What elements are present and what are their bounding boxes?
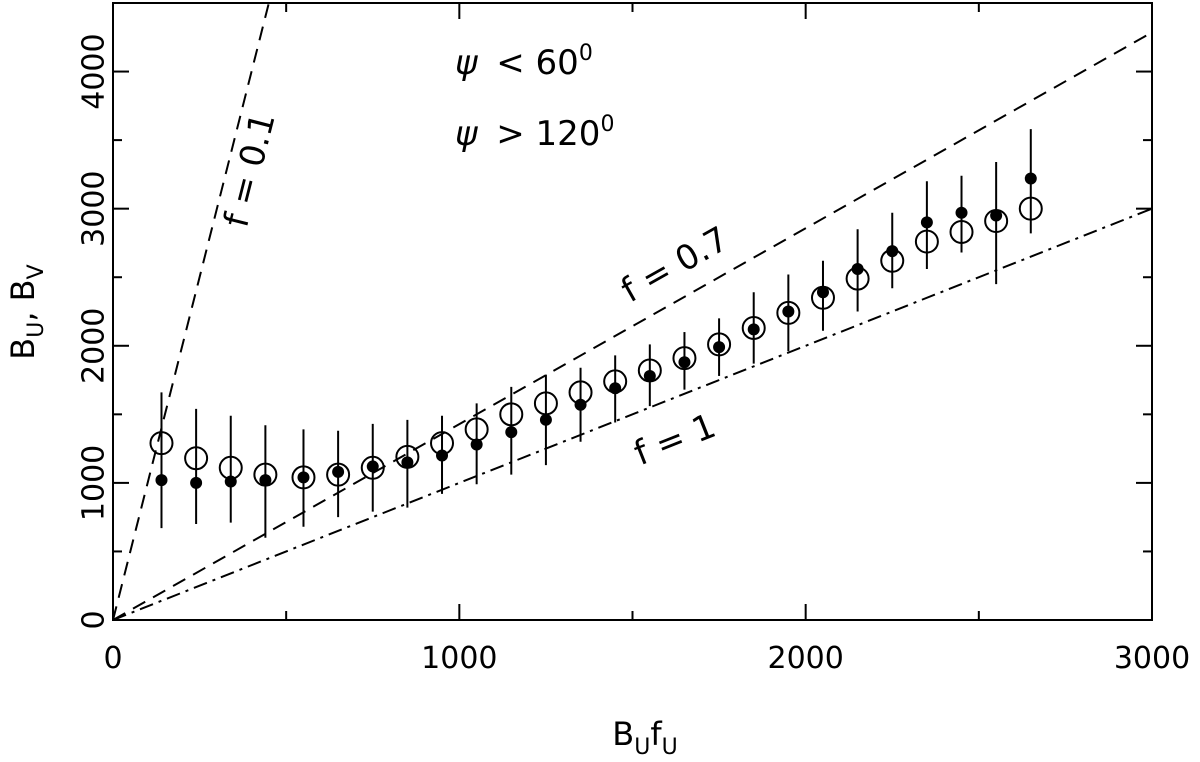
reference-line-label: f = 1 [629, 406, 722, 474]
x-axis-title-sub1: U [634, 735, 650, 760]
filled-circle-point [713, 341, 726, 354]
annotation-psi-gt: ψ > 1200 [455, 112, 614, 154]
filled-circle-point [920, 216, 933, 229]
x-tick-label: 1000 [421, 641, 497, 676]
filled-circle-point [297, 471, 310, 484]
y-tick-label: 4000 [77, 33, 112, 109]
open-circle-point [360, 455, 385, 480]
filled-circle-point [609, 382, 622, 395]
filled-circle-point [155, 474, 168, 487]
filled-circle-point [190, 476, 203, 489]
open-circle-point [291, 465, 316, 490]
reference-line [113, 3, 270, 620]
open-circle-point [776, 300, 801, 325]
annotation-psi-lt-text: < 60 [485, 43, 578, 83]
open-circle-point [914, 229, 939, 254]
filled-circle-point [747, 323, 760, 336]
reference-line [113, 207, 1152, 620]
open-circle-point [1018, 196, 1043, 221]
filled-circle-point [224, 475, 237, 488]
x-tick-label: 0 [103, 641, 122, 676]
data-markers [149, 172, 1043, 490]
x-axis-title-sub2: U [662, 735, 678, 760]
plot-frame [112, 2, 1153, 621]
annotation-psi-lt-sup: 0 [579, 41, 593, 66]
open-circle-point [184, 446, 209, 471]
filled-circle-point [782, 305, 795, 318]
filled-circle-point [816, 286, 829, 299]
open-circle-point [707, 332, 732, 357]
reference-line-label: f = 0.7 [615, 219, 736, 311]
filled-circle-point [1024, 172, 1037, 185]
filled-circle-point [259, 474, 272, 487]
open-circle-point [741, 315, 766, 340]
filled-circle-point [332, 465, 345, 478]
annotation-psi-lt: ψ < 600 [455, 41, 593, 83]
y-axis-title-sep: , [4, 301, 42, 321]
y-tick-label: 0 [77, 610, 112, 629]
y-axis-title: BU, BV [4, 264, 49, 359]
filled-circle-point [678, 356, 691, 369]
x-axis-title-main: B [612, 715, 634, 753]
x-tick-label: 3000 [1114, 641, 1190, 676]
annotation-psi-lt-symbol: ψ [455, 43, 478, 83]
filled-circle-point [366, 460, 379, 473]
y-tick-label: 2000 [77, 308, 112, 384]
filled-circle-point [401, 456, 414, 469]
annotation-psi-gt-symbol: ψ [455, 114, 478, 154]
x-axis-title: BUfU [612, 715, 677, 760]
y-tick-label: 1000 [77, 445, 112, 521]
filled-circle-point [505, 426, 518, 439]
tick-labels: 0 1000 2000 3000 0 1000 2000 3000 4000 [77, 33, 1191, 676]
open-circle-point [672, 346, 697, 371]
open-circle-point [499, 402, 524, 427]
x-tick-label: 2000 [767, 641, 843, 676]
y-tick-label: 3000 [77, 170, 112, 246]
y-axis-title-sub1: U [24, 322, 49, 338]
open-circle-point [149, 431, 174, 456]
filled-circle-point [539, 413, 552, 426]
annotation-psi-gt-text: > 120 [485, 114, 600, 154]
y-axis-title-sub2: V [24, 264, 49, 279]
filled-circle-point [436, 449, 449, 462]
annotation-psi-gt-sup: 0 [600, 112, 614, 137]
filled-circle-point [955, 206, 968, 219]
filled-circle-point [886, 245, 899, 258]
filled-circle-point [470, 438, 483, 451]
filled-circle-point [574, 398, 587, 411]
open-circle-point [326, 462, 351, 487]
x-axis-title-mid: f [650, 715, 662, 753]
filled-circle-point [990, 209, 1003, 222]
reference-lines [113, 3, 1152, 620]
filled-circle-point [643, 369, 656, 382]
y-axis-title-main2: B [4, 279, 42, 301]
filled-circle-point [851, 262, 864, 275]
open-circle-point [949, 219, 974, 244]
y-axis-title-main1: B [4, 338, 42, 360]
reference-line [113, 31, 1152, 620]
axis-ticks [112, 2, 1153, 621]
